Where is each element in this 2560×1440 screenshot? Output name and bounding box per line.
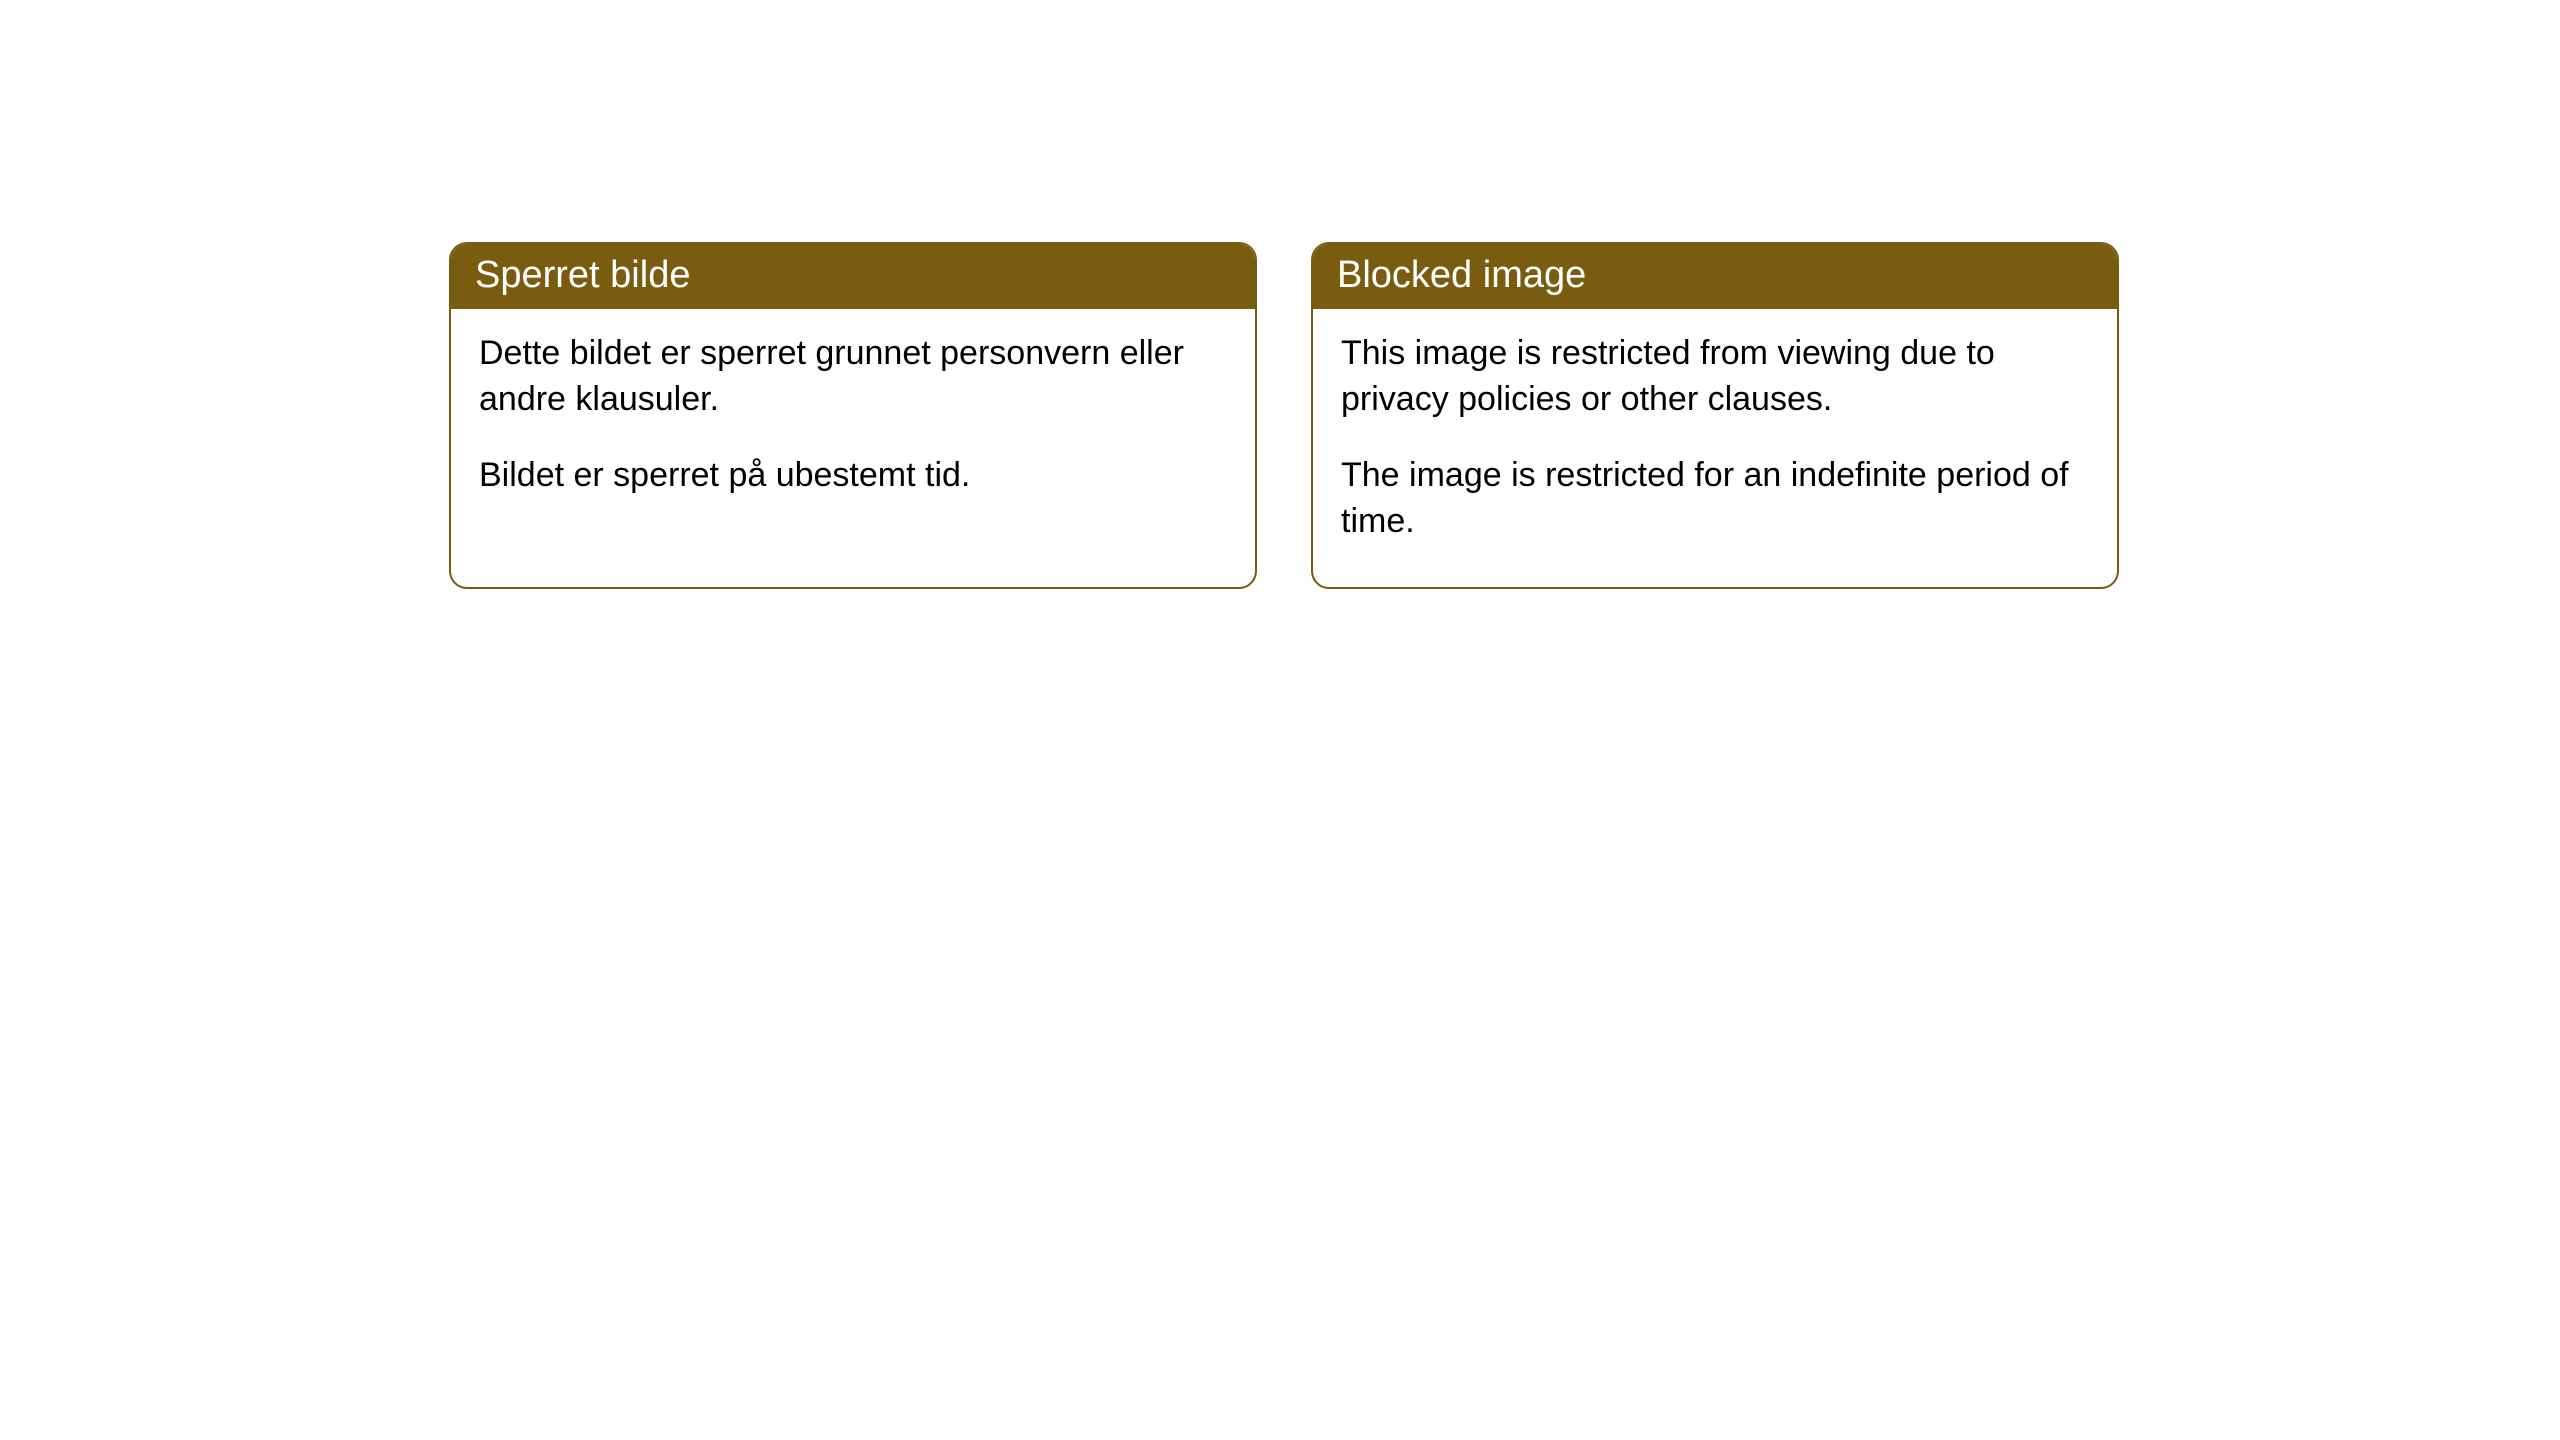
blocked-image-card-english: Blocked image This image is restricted f… [1311,242,2119,589]
card-title: Blocked image [1337,254,1586,296]
card-header-english: Blocked image [1313,244,2117,309]
blocked-image-card-norwegian: Sperret bilde Dette bildet er sperret gr… [449,242,1257,589]
card-title: Sperret bilde [475,254,690,296]
card-paragraph: Dette bildet er sperret grunnet personve… [479,331,1227,423]
card-body-english: This image is restricted from viewing du… [1313,309,2117,587]
card-paragraph: This image is restricted from viewing du… [1341,331,2089,423]
card-body-norwegian: Dette bildet er sperret grunnet personve… [451,309,1255,541]
card-paragraph: The image is restricted for an indefinit… [1341,453,2089,545]
notice-cards-container: Sperret bilde Dette bildet er sperret gr… [449,242,2119,589]
card-paragraph: Bildet er sperret på ubestemt tid. [479,453,1227,499]
card-header-norwegian: Sperret bilde [451,244,1255,309]
